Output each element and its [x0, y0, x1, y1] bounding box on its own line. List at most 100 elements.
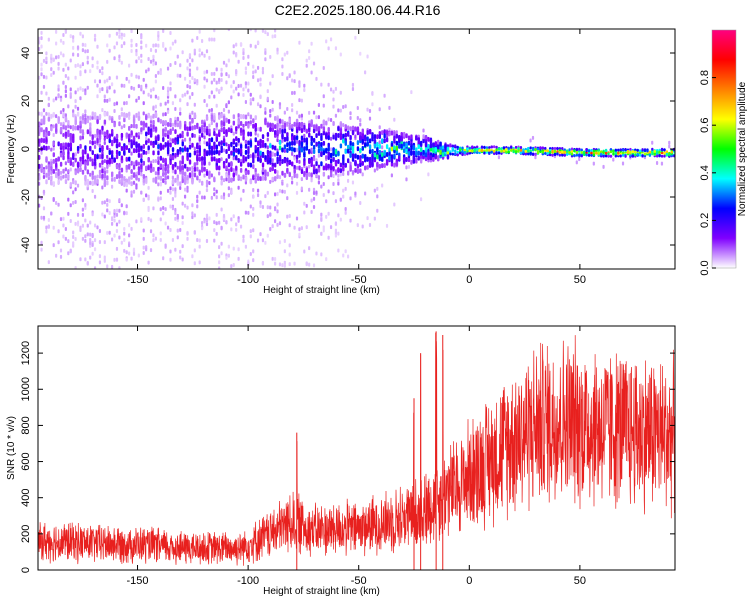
- spectrogram-cell: [597, 151, 600, 155]
- spectrogram-cell: [286, 214, 289, 219]
- spectrogram-cell: [310, 172, 313, 178]
- spectrogram-cell: [91, 212, 94, 217]
- spectrogram-cell: [256, 156, 260, 162]
- spectrogram-cell: [215, 221, 218, 226]
- spectrogram-cell: [264, 194, 267, 199]
- spectrogram-cell: [232, 131, 235, 136]
- spectrogram-cell: [434, 154, 437, 160]
- spectrogram-cell: [137, 135, 140, 140]
- spectrogram-cell: [225, 158, 228, 164]
- spectrogram-cell: [344, 140, 347, 146]
- spectrogram-cell: [505, 147, 508, 151]
- spectrogram-cell: [169, 30, 172, 35]
- spectrogram-cell: [237, 113, 240, 118]
- spectrogram-cell: [162, 256, 165, 261]
- spectrogram-cell: [227, 253, 230, 258]
- spectrogram-cell: [230, 141, 233, 147]
- spectrogram-cell: [128, 223, 131, 228]
- spectrogram-cell: [565, 149, 569, 153]
- spectrogram-cell: [514, 145, 518, 149]
- spectrogram-cell: [196, 194, 199, 199]
- spectrogram-cell: [86, 85, 89, 90]
- spectrogram-cell: [137, 96, 140, 101]
- spectrogram-cell: [329, 147, 333, 152]
- snr-series: [38, 331, 675, 570]
- spectrogram-cell: [205, 151, 209, 157]
- spectrogram-cell: [69, 142, 73, 148]
- spectrogram-cell: [441, 152, 445, 158]
- spectrogram-cell: [668, 140, 671, 145]
- spectrogram-cell: [385, 223, 389, 228]
- spectrogram-cell: [118, 198, 121, 203]
- spectrogram-cell: [568, 148, 571, 152]
- spectrogram-cell: [544, 149, 547, 153]
- spectrogram-cell: [278, 127, 282, 133]
- spectrogram-cell: [130, 85, 133, 90]
- spectrogram-cell: [166, 133, 170, 139]
- spectrogram-cell: [478, 149, 481, 153]
- spectrogram-cell: [461, 152, 464, 156]
- spectrogram-cell: [132, 180, 136, 185]
- spectrogram-cell: [81, 131, 85, 137]
- spectrogram-cell: [368, 162, 372, 168]
- spectrogram-cell: [349, 115, 352, 120]
- spectrogram-cell: [339, 90, 342, 95]
- spectrogram-cell: [130, 72, 133, 77]
- spectrogram-cell: [509, 145, 513, 149]
- spectrogram-cell: [67, 169, 70, 174]
- spectrogram-cell: [147, 67, 150, 72]
- spectrogram-cell: [135, 148, 138, 154]
- spectrogram-cell: [295, 135, 299, 141]
- spectrogram-cell: [600, 150, 603, 154]
- spectrogram-cell: [64, 179, 68, 185]
- spectrogram-cell: [655, 150, 659, 154]
- spectrogram-cell: [64, 173, 68, 179]
- spectrogram-cell: [145, 131, 148, 137]
- spectrogram-cell: [536, 147, 540, 151]
- spectrogram-cell: [38, 111, 41, 116]
- spectrogram-cell: [261, 29, 265, 33]
- spectrogram-cell: [188, 166, 192, 171]
- spectrogram-cell: [213, 228, 216, 233]
- spectrogram-cell: [42, 189, 46, 194]
- spectrogram-cell: [45, 75, 48, 80]
- spectrogram-cell: [371, 148, 374, 154]
- spectrogram-cell: [242, 51, 245, 56]
- spectrogram-cell: [266, 190, 269, 195]
- spectrogram-cell: [57, 84, 60, 89]
- spectrogram-cell: [407, 140, 411, 146]
- spectrogram-cell: [38, 203, 41, 208]
- spectrogram-cell: [466, 147, 469, 151]
- spectrogram-cell: [140, 127, 143, 133]
- spectrogram-cell: [179, 122, 182, 128]
- spectrogram-cell: [38, 126, 41, 132]
- spectrogram-cell: [288, 118, 291, 124]
- spectrogram-cell: [74, 157, 77, 163]
- spectrogram-cell: [410, 149, 413, 155]
- colorbar-tick-label: 0.0: [699, 260, 711, 275]
- spectrogram-cell: [346, 170, 350, 176]
- spectrogram-cell: [665, 153, 669, 157]
- spectrogram-cell: [147, 208, 150, 213]
- spectrogram-cell: [157, 159, 160, 165]
- spectrogram-cell: [393, 117, 396, 122]
- spectrogram-cell: [286, 132, 289, 138]
- spectrogram-cell: [218, 77, 221, 82]
- spectrogram-cell: [602, 164, 605, 169]
- spectrogram-cell: [235, 130, 238, 135]
- spectrogram-cell: [395, 145, 399, 151]
- spectrogram-cell: [381, 145, 384, 150]
- spectrogram-cell: [458, 147, 462, 151]
- spectrogram-cell: [334, 113, 338, 118]
- spectrogram-cell: [166, 188, 170, 193]
- spectrogram-cell: [432, 156, 435, 162]
- x-tick-label: -150: [127, 274, 149, 286]
- spectrogram-cell: [110, 221, 114, 226]
- spectrogram-cell: [76, 212, 80, 217]
- spectrogram-cell: [174, 193, 177, 198]
- spectrogram-cell: [232, 50, 235, 55]
- spectrogram-cell: [208, 37, 211, 42]
- spectrogram-cell: [157, 166, 160, 172]
- spectrogram-cell: [57, 179, 60, 185]
- spectrogram-cell: [220, 207, 223, 212]
